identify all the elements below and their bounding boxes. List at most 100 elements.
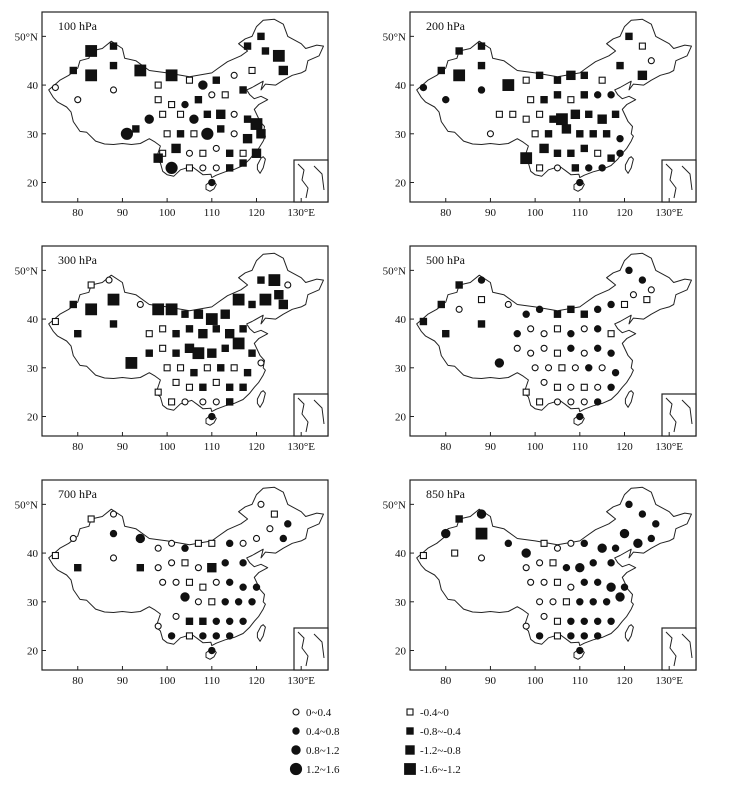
- station-marker: [85, 303, 98, 316]
- station-marker: [607, 617, 615, 625]
- station-marker: [168, 559, 176, 567]
- station-marker: [225, 578, 234, 587]
- station-marker: [575, 562, 585, 573]
- legend-symbol: [289, 762, 303, 776]
- x-tick-label: 80: [72, 441, 84, 453]
- station-marker: [185, 617, 194, 625]
- station-marker: [274, 290, 284, 300]
- station-marker: [477, 296, 486, 304]
- station-marker: [171, 143, 181, 154]
- station-marker: [248, 300, 256, 309]
- station-marker: [522, 115, 530, 123]
- station-marker: [536, 559, 544, 567]
- station-marker: [620, 300, 629, 309]
- x-tick-label: 90: [117, 441, 129, 453]
- station-marker: [257, 276, 265, 284]
- x-tick-label: 100: [527, 675, 544, 687]
- station-marker: [477, 276, 486, 284]
- station-marker: [257, 32, 265, 41]
- station-marker: [593, 91, 602, 99]
- station-marker: [272, 49, 285, 62]
- station-marker: [181, 100, 189, 109]
- station-marker: [199, 398, 207, 406]
- south-china-sea-inset: [661, 393, 697, 437]
- station-marker: [540, 330, 548, 338]
- panel-title: 700 hPa: [58, 487, 98, 501]
- station-marker: [567, 617, 575, 625]
- station-marker: [553, 76, 562, 84]
- legend-item: -0.4~0: [406, 707, 449, 719]
- x-tick-label: 120: [248, 441, 265, 453]
- station-marker: [154, 544, 162, 552]
- station-marker: [521, 548, 531, 558]
- station-marker: [638, 42, 646, 50]
- station-marker: [616, 134, 624, 143]
- station-marker: [248, 66, 256, 75]
- station-marker: [199, 632, 207, 640]
- map-panel: 80 90 100 110 120 130°E 50°N 40 30 20 200 hPa: [383, 11, 697, 219]
- station-marker: [159, 325, 167, 333]
- station-marker: [51, 317, 59, 326]
- station-marker: [239, 583, 247, 591]
- y-tick-label: 50°N: [383, 265, 406, 277]
- station-marker: [643, 296, 651, 304]
- station-marker: [567, 305, 575, 314]
- station-marker: [212, 144, 220, 152]
- station-marker: [257, 500, 265, 508]
- station-marker: [85, 69, 98, 82]
- station-marker: [109, 554, 118, 562]
- inset-coastline: [665, 397, 693, 433]
- legend-item: 1.2~1.6: [289, 762, 340, 776]
- x-tick-label: 100: [159, 675, 176, 687]
- station-marker: [159, 578, 167, 586]
- station-marker: [602, 598, 611, 606]
- station-marker: [513, 329, 521, 338]
- x-tick-label: 100: [159, 441, 176, 453]
- station-marker: [453, 69, 466, 82]
- station-marker: [279, 534, 288, 543]
- station-marker: [566, 70, 576, 81]
- station-marker: [134, 64, 147, 77]
- station-marker: [540, 578, 548, 586]
- station-marker: [85, 45, 98, 57]
- map-panel: 80 90 100 110 120 130°E 50°N 40 30 20 100 hPa: [15, 11, 329, 219]
- station-marker: [109, 86, 118, 94]
- station-marker: [652, 520, 660, 528]
- legend-label: 0~0.4: [306, 707, 332, 719]
- inset-coastline: [297, 631, 325, 667]
- station-marker: [451, 549, 459, 557]
- station-marker: [637, 70, 648, 81]
- legend-label: -0.4~0: [420, 707, 449, 719]
- station-marker: [576, 646, 584, 655]
- station-marker: [607, 91, 615, 99]
- station-marker: [243, 115, 252, 123]
- station-marker: [239, 539, 247, 547]
- x-tick-label: 130°E: [287, 207, 315, 219]
- south-china-sea-inset: [661, 159, 697, 203]
- station-marker: [278, 299, 289, 310]
- x-tick-label: 120: [616, 675, 633, 687]
- station-marker: [419, 317, 428, 326]
- station-marker: [441, 528, 451, 539]
- station-marker: [194, 539, 202, 547]
- x-tick-label: 110: [204, 207, 221, 219]
- station-marker: [593, 325, 602, 333]
- map-panel: 80 90 100 110 120 130°E 50°N 40 30 20 700 hPa: [15, 479, 329, 687]
- station-marker: [252, 583, 261, 591]
- station-marker: [598, 164, 606, 172]
- station-marker: [513, 344, 521, 352]
- station-marker: [553, 164, 562, 172]
- station-marker: [571, 364, 579, 372]
- y-tick-label: 20: [395, 412, 407, 424]
- x-tick-label: 130°E: [287, 441, 315, 453]
- station-marker: [585, 110, 593, 119]
- station-marker: [181, 398, 189, 406]
- station-marker: [638, 276, 647, 284]
- station-marker: [477, 61, 486, 70]
- station-marker: [172, 378, 180, 386]
- legend-item: 0.8~1.2: [291, 745, 339, 757]
- x-tick-label: 100: [527, 441, 544, 453]
- station-marker: [74, 329, 82, 338]
- panel-title: 850 hPa: [426, 487, 466, 501]
